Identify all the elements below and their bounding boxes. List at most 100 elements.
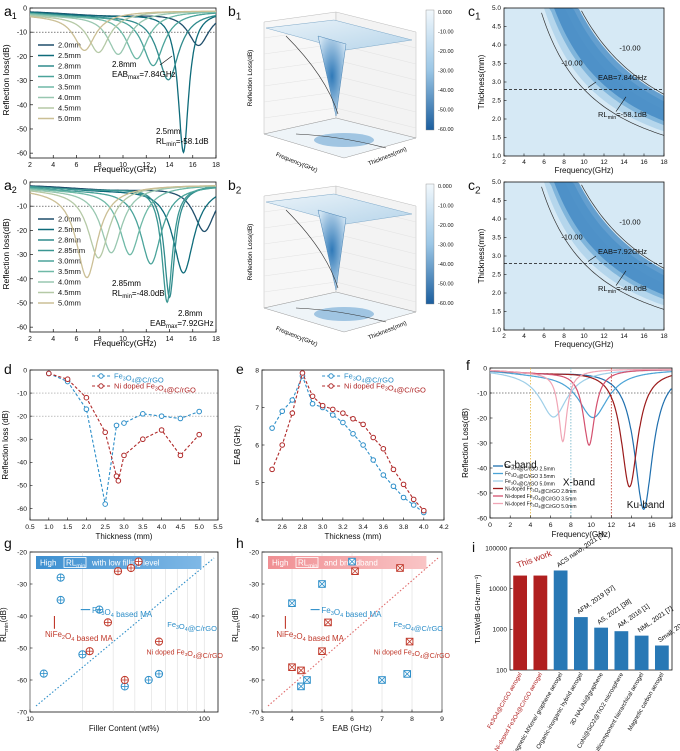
x-tick-label: 1.0 xyxy=(44,524,54,531)
bar-5 xyxy=(614,631,629,670)
x-tick-label: 14 xyxy=(166,162,174,169)
data-point xyxy=(350,430,356,437)
data-point xyxy=(113,422,120,429)
data-point-cross xyxy=(288,599,296,607)
legend-label: 4.5mm xyxy=(58,288,81,297)
panel-i: i 100 1000 10000 100000 TLSW(dB·GHz·mm⁻¹) Fe3O… xyxy=(472,531,680,751)
y-tick-label: -40 xyxy=(17,613,27,620)
d-ylabel: Reflection loss (dB) xyxy=(1,410,10,480)
h-label-s1: Fe3O4@C/rGO xyxy=(393,620,443,633)
legend-label: Ni-doped Fe3O4@C/rGO 2.8mm xyxy=(505,487,577,496)
series-line-Fe3O4@C/rGO xyxy=(271,374,425,513)
h-banner xyxy=(268,556,427,569)
y-tick-label: 5.0 xyxy=(492,179,501,186)
grid-line xyxy=(263,75,337,87)
data-point xyxy=(196,431,202,438)
a2-ylabel: Reflection loss(dB) xyxy=(1,218,11,290)
y-tick-label: 3.0 xyxy=(492,253,501,260)
bar-4 xyxy=(594,627,609,670)
b1-floor-map xyxy=(314,133,374,147)
b2-valley xyxy=(317,209,347,291)
data-point xyxy=(83,406,90,413)
data-point xyxy=(329,412,336,418)
annotation-arrow xyxy=(587,81,597,88)
colorbar-label: -20.00 xyxy=(438,223,454,229)
legend-label: 4.0mm xyxy=(58,278,81,287)
legend-marker xyxy=(98,373,104,379)
y-tick-label: -60 xyxy=(17,151,27,158)
series-line-4.0mm xyxy=(30,10,216,56)
bar-3 xyxy=(573,617,588,670)
a2-ann-rl: RLmin=-48.0dB xyxy=(112,289,165,300)
legend-label: Fe3O4@C/rGO 2.5mm xyxy=(505,464,555,473)
a1-ylabel: Reflection loss(dB) xyxy=(1,44,11,116)
y-tick-label: 4.0 xyxy=(492,216,501,223)
x-tick-label: 4 xyxy=(51,336,55,343)
data-point xyxy=(350,415,356,422)
data-point xyxy=(380,445,387,452)
colorbar-label: -50.00 xyxy=(438,282,454,288)
y-tick-label: 3.5 xyxy=(492,235,501,242)
band-label-c: C-band xyxy=(504,460,537,471)
y-tick-label: 1000 xyxy=(493,627,508,634)
c1-xlabel: Frequency(GHz) xyxy=(554,166,613,175)
band-label-ku: Ku-band xyxy=(627,500,665,511)
c2-ann-eab: EAB=7.92GHz xyxy=(598,247,647,256)
y-tick-label: 8 xyxy=(255,367,259,374)
x-tick-label: 0 xyxy=(488,522,492,529)
panel-label-c2: c2 xyxy=(468,177,481,197)
grid-line xyxy=(335,59,417,81)
a2-ann-eab: EABmax=7.92GHz xyxy=(150,319,214,330)
y-tick-label: -20 xyxy=(249,549,259,556)
bar-2 xyxy=(553,570,568,670)
x-tick-label: 18 xyxy=(212,162,220,169)
x-tick-label: 10 xyxy=(587,522,595,529)
y-tick-label: -10 xyxy=(17,390,27,397)
data-point xyxy=(121,420,127,426)
legend-marker xyxy=(328,373,334,379)
data-point xyxy=(289,397,296,403)
g-label-s1: Fe3O4@C/rGO xyxy=(167,620,217,633)
legend-label: 3.5mm xyxy=(58,267,81,276)
data-point xyxy=(360,442,366,448)
y-tick-label: 2.0 xyxy=(492,290,501,297)
data-point xyxy=(400,494,407,501)
a1-ann-thickness: 2.8mm xyxy=(112,60,137,69)
x-tick-label: 3.0 xyxy=(119,524,129,531)
panel-e: e 2.6 2.8 3.0 3.2 3.4 3.6 3.8 4.0 4.2 4 5 6 7 8 Thickne… xyxy=(233,361,449,541)
annotation-arrow xyxy=(615,96,627,112)
a1-ann-eab: EABmax=7.84GHz xyxy=(112,70,176,81)
y-tick-label: 10000 xyxy=(489,586,507,593)
panel-label-h: h xyxy=(236,535,244,551)
x-tick-label: 4.0 xyxy=(419,524,429,531)
series-line-Ni doped Fe3O4@C/rGO xyxy=(271,371,425,511)
series-line-5.0mm xyxy=(29,10,217,52)
legend-label: 2.5mm xyxy=(58,225,81,234)
data-point xyxy=(269,466,275,473)
x-tick-label: 6 xyxy=(549,522,553,529)
panel-label-d: d xyxy=(4,361,12,377)
x-tick-label: 12 xyxy=(142,162,150,169)
colorbar-label: -40.00 xyxy=(438,88,454,94)
y-tick-label: -60 xyxy=(477,515,487,522)
data-point-cross xyxy=(351,567,359,575)
panel-label-f: f xyxy=(466,357,470,373)
legend-marker xyxy=(98,383,104,389)
legend-label: 2.8mm xyxy=(58,236,81,245)
g-banner-text-c: with low filling level xyxy=(91,559,160,568)
panel-d: d 0.5 1.0 1.5 2.0 2.5 3.0 3.5 4.0 4.5 5.0 5.5 0 -10 -2… xyxy=(1,361,223,541)
y-tick-label: 5.0 xyxy=(492,5,501,12)
panel-f: f 0 2 4 6 8 10 12 14 16 18 0 -10 -20 -30 -40 -50 -60 Frequ… xyxy=(461,357,676,539)
annotation-arrow xyxy=(615,270,627,286)
h-label-s2: Ni doped Fe3O4@C/rGO xyxy=(374,649,451,660)
y-tick-label: -40 xyxy=(17,460,27,467)
x-tick-label: 4 xyxy=(51,162,55,169)
data-point xyxy=(279,442,286,448)
data-point xyxy=(370,457,377,463)
c1-ann-eab: EAB=7.84GHz xyxy=(598,73,647,82)
y-tick-label: 4.5 xyxy=(492,24,501,31)
data-point xyxy=(289,410,296,416)
